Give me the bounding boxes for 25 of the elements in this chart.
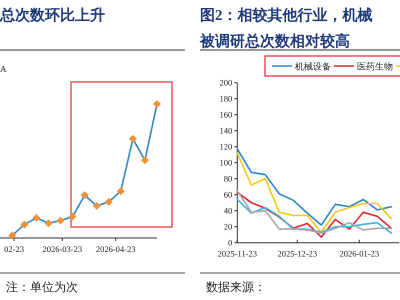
y-tick-label: 140 [220, 126, 232, 136]
legend-label: 机械设备 [295, 62, 331, 72]
text: A [0, 64, 7, 74]
text: 注：单位为次 [6, 280, 78, 294]
y-tick-label: 80 [224, 174, 232, 184]
y-tick-label: 100 [220, 158, 232, 168]
chart-subtitle: 被调研总次数相对较高 [199, 32, 350, 50]
x-tick-label: 02-23 [4, 244, 24, 254]
x-tick-label: 2025-12-23 [277, 248, 318, 259]
x-tick-label: 2026-03-23 [42, 244, 82, 254]
y-tick-label: 0 [228, 238, 232, 248]
line-series [236, 198, 392, 234]
source-note: 数据来源： [206, 280, 266, 294]
y-tick-label: 200 [220, 78, 232, 88]
x-tick-label: 2026-04-23 [96, 244, 136, 254]
x-tick-label: 2025-11-23 [218, 248, 257, 259]
y-tick-label: 180 [220, 94, 232, 104]
y-tick-label: 120 [220, 142, 232, 152]
y-tick-label: 160 [220, 110, 232, 120]
y-tick-label: 60 [224, 190, 232, 200]
chart-title: 图2：相较其他行业，机械 [200, 7, 372, 24]
x-tick-label: 2026-01-23 [339, 248, 380, 259]
y-tick-label: 40 [224, 206, 232, 216]
y-tick-label: 20 [224, 222, 232, 232]
legend-label: 医药生物 [357, 62, 393, 72]
